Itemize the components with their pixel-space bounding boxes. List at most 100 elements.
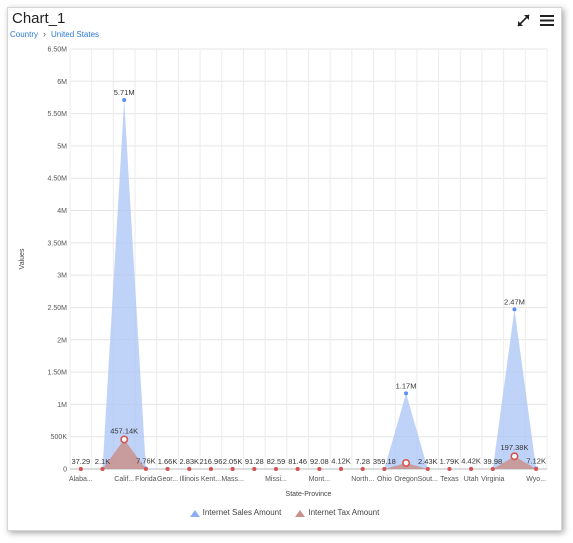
data-label-sales: 2.47M — [504, 297, 525, 306]
legend-item-sales[interactable]: Internet Sales Amount — [189, 508, 282, 517]
data-label-sales: 2.83K — [179, 457, 199, 466]
data-point-tax — [510, 452, 519, 461]
data-point-tax — [469, 466, 474, 471]
chart-legend: Internet Sales Amount Internet Tax Amoun… — [8, 508, 561, 517]
chart-title: Chart_1 — [12, 10, 66, 27]
data-point-tax — [273, 466, 278, 471]
x-tick-label: Calif... — [114, 476, 134, 483]
data-point-tax — [382, 466, 387, 471]
x-tick-label: Geor... — [157, 476, 178, 483]
data-label-sales: 1.66K — [158, 457, 178, 466]
data-point-tax — [447, 466, 452, 471]
data-point-tax — [360, 466, 365, 471]
y-tick-label: 5M — [57, 143, 67, 150]
data-label-sales: 359.18 — [373, 457, 396, 466]
x-tick-label: Illinois — [180, 476, 200, 483]
y-tick-label: 2.50M — [48, 305, 68, 312]
breadcrumb-item-united-states[interactable]: United States — [51, 29, 100, 39]
chevron-right-icon: › — [43, 29, 47, 39]
x-tick-label: Oregon — [394, 476, 417, 483]
legend-item-tax[interactable]: Internet Tax Amount — [295, 508, 379, 517]
data-point-tax — [252, 466, 257, 471]
expand-icon[interactable] — [515, 12, 531, 28]
data-label-sales: 37.29 — [71, 457, 90, 466]
data-point-sales — [404, 391, 409, 396]
data-label-sales: 5.71M — [114, 88, 135, 97]
breadcrumb-item-country[interactable]: Country — [10, 29, 39, 39]
legend-tax-triangle-icon — [295, 509, 306, 517]
chart-toolbar — [515, 12, 555, 28]
data-label-sales: 1.17M — [396, 381, 417, 390]
x-tick-label: Mont... — [309, 476, 330, 483]
y-tick-label: 1M — [57, 402, 67, 409]
x-tick-label: Kent... — [201, 476, 221, 483]
data-label-sales: 2.1K — [95, 457, 110, 466]
data-label-sales: 7.76K — [136, 456, 156, 465]
data-point-tax — [425, 466, 430, 471]
breadcrumb: Country › United States — [10, 29, 99, 39]
y-tick-label: 500K — [51, 434, 68, 441]
y-tick-label: 6M — [57, 79, 67, 86]
y-tick-label: 0 — [63, 467, 67, 474]
hamburger-menu-icon[interactable] — [539, 12, 555, 28]
data-point-tax — [78, 466, 83, 471]
data-point-tax — [100, 466, 105, 471]
data-label-sales: 82.59 — [267, 457, 286, 466]
data-label-sales: 39.98 — [483, 457, 502, 466]
y-tick-label: 2M — [57, 337, 67, 344]
y-tick-label: 4M — [57, 208, 67, 215]
x-tick-label: Alaba... — [69, 476, 93, 483]
data-point-tax — [143, 466, 148, 471]
legend-label-tax: Internet Tax Amount — [308, 508, 380, 517]
data-label-sales: 4.12K — [331, 457, 351, 466]
data-point-tax — [490, 466, 495, 471]
x-tick-label: Sout... — [418, 476, 438, 483]
data-point-tax — [534, 466, 539, 471]
data-point-tax — [317, 466, 322, 471]
y-tick-label: 4.50M — [48, 176, 68, 183]
chart-svg: 0 500K 1M 1.50M 2M 2.50M 3M 3.50M 4M 4.50M 5M 5.50M… — [19, 47, 548, 498]
x-tick-label: Wyo... — [526, 476, 546, 483]
data-label-sales: 92.08 — [310, 457, 329, 466]
data-label-sales: 2.05K — [223, 457, 243, 466]
y-axis-title: Values — [19, 248, 26, 269]
data-label-sales: 81.46 — [288, 457, 307, 466]
x-tick-label: Missi... — [265, 476, 287, 483]
data-point-tax — [402, 458, 411, 467]
data-label-sales: 7.28 — [355, 457, 370, 466]
x-tick-label: Virginia — [481, 476, 504, 483]
data-point-tax — [165, 466, 170, 471]
x-tick-label: Utah — [464, 476, 479, 483]
data-point-tax — [339, 466, 344, 471]
data-label-tax: 457.14K — [110, 426, 138, 435]
legend-sales-triangle-icon — [189, 509, 200, 517]
data-point-tax — [295, 466, 300, 471]
data-label-sales: 4.42K — [461, 457, 481, 466]
x-tick-label: Florida — [135, 476, 157, 483]
data-point-tax — [120, 435, 129, 444]
data-label-sales: 216.96 — [199, 457, 222, 466]
y-tick-label: 6.50M — [48, 47, 68, 54]
data-label-sales: 1.79K — [440, 457, 460, 466]
x-axis-title: State-Province — [286, 491, 332, 498]
data-label-sales: 2.43K — [418, 457, 438, 466]
data-label-sales: 7.12K — [526, 457, 546, 466]
y-tick-label: 3.50M — [48, 240, 68, 247]
data-point-sales — [122, 98, 127, 103]
data-point-tax — [187, 466, 192, 471]
y-tick-label: 5.50M — [48, 111, 68, 118]
x-tick-label: North... — [351, 476, 374, 483]
x-tick-label: Texas — [440, 476, 459, 483]
data-point-tax — [208, 466, 213, 471]
chart-widget: Chart_1 Country › United States 0 500K 1M 1… — [7, 7, 562, 531]
x-tick-label: Mass... — [221, 476, 244, 483]
y-tick-label: 3M — [57, 273, 67, 280]
data-label-sales: 91.28 — [245, 457, 264, 466]
data-label-tax: 197.38K — [501, 443, 529, 452]
x-tick-label: Ohio — [377, 476, 392, 483]
y-tick-label: 1.50M — [48, 370, 68, 377]
data-point-tax — [230, 466, 235, 471]
area-series-sales — [80, 100, 537, 470]
legend-label-sales: Internet Sales Amount — [202, 508, 282, 517]
data-point-sales — [512, 307, 517, 312]
